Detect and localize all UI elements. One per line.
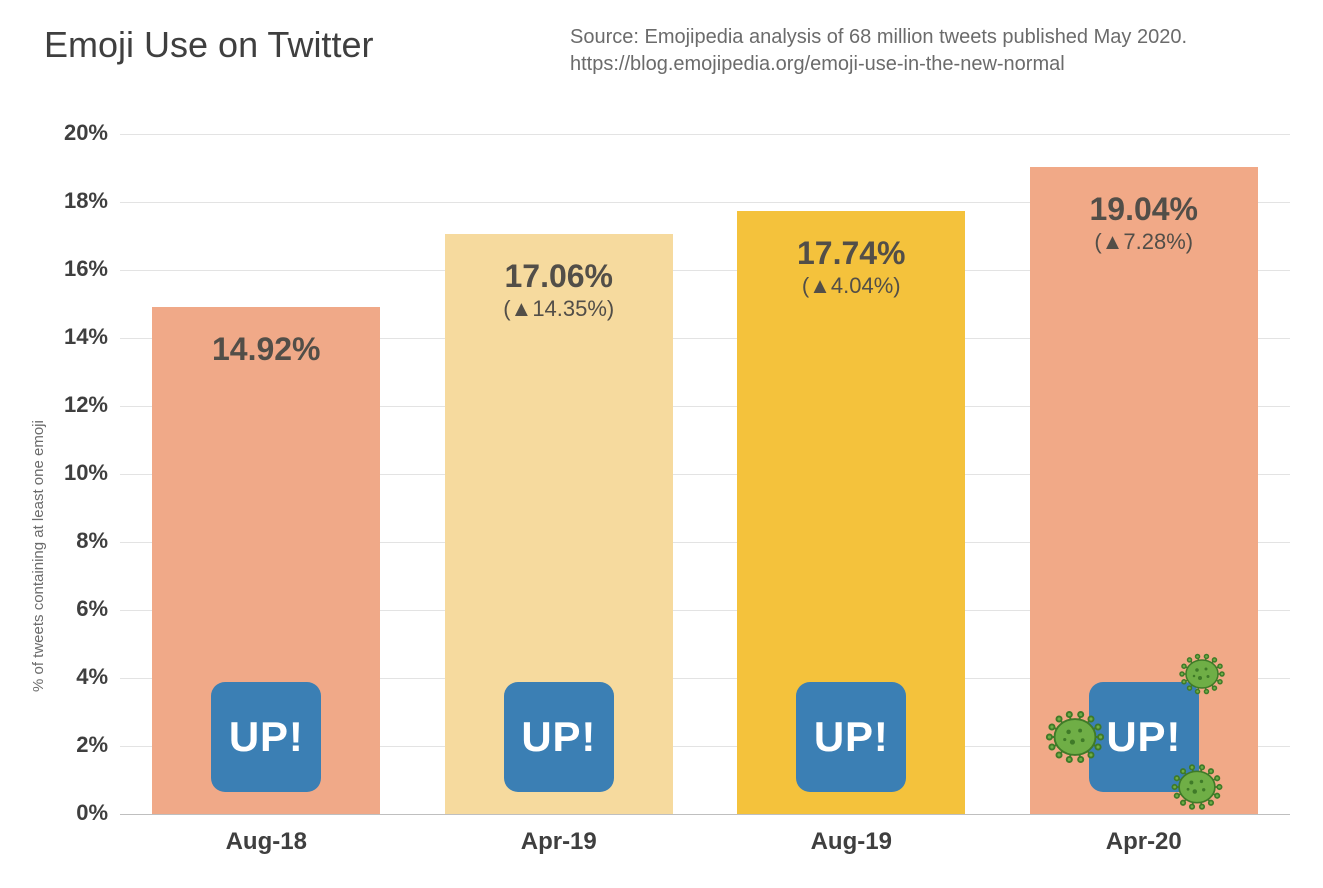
y-tick-label: 20% bbox=[48, 120, 108, 146]
y-tick-label: 0% bbox=[48, 800, 108, 826]
bar-value-label: 17.06% bbox=[445, 258, 673, 295]
y-tick-label: 6% bbox=[48, 596, 108, 622]
bar-delta-label: (▲7.28%) bbox=[1030, 229, 1258, 255]
y-tick-label: 14% bbox=[48, 324, 108, 350]
y-tick-label: 12% bbox=[48, 392, 108, 418]
x-category-label: Apr-20 bbox=[998, 828, 1291, 856]
bar-value-label: 14.92% bbox=[152, 331, 380, 368]
up-badge-icon: UP! bbox=[796, 682, 906, 792]
bar-delta-label: (▲4.04%) bbox=[737, 273, 965, 299]
x-category-label: Apr-19 bbox=[413, 828, 706, 856]
bar-value-label: 17.74% bbox=[737, 235, 965, 272]
y-tick-label: 4% bbox=[48, 664, 108, 690]
up-badge-icon: UP! bbox=[211, 682, 321, 792]
x-axis-baseline bbox=[120, 814, 1290, 815]
microbe-icon bbox=[1177, 649, 1227, 704]
y-tick-label: 2% bbox=[48, 732, 108, 758]
y-tick-label: 8% bbox=[48, 528, 108, 554]
chart-title: Emoji Use on Twitter bbox=[44, 24, 373, 66]
y-tick-label: 18% bbox=[48, 188, 108, 214]
x-category-label: Aug-18 bbox=[120, 828, 413, 856]
plot-area: 0%2%4%6%8%10%12%14%16%18%20%14.92%UP!Aug… bbox=[120, 134, 1290, 814]
y-tick-label: 16% bbox=[48, 256, 108, 282]
microbe-icon bbox=[1169, 759, 1225, 820]
chart-root: Emoji Use on Twitter Source: Emojipedia … bbox=[0, 0, 1323, 888]
microbe-icon bbox=[1043, 705, 1107, 774]
bar-value-label: 19.04% bbox=[1030, 191, 1258, 228]
y-axis-label: % of tweets containing at least one emoj… bbox=[30, 420, 47, 692]
gridline bbox=[120, 134, 1290, 135]
bar-delta-label: (▲14.35%) bbox=[445, 296, 673, 322]
source-caption: Source: Emojipedia analysis of 68 millio… bbox=[570, 24, 1187, 78]
x-category-label: Aug-19 bbox=[705, 828, 998, 856]
y-tick-label: 10% bbox=[48, 460, 108, 486]
up-badge-icon: UP! bbox=[504, 682, 614, 792]
